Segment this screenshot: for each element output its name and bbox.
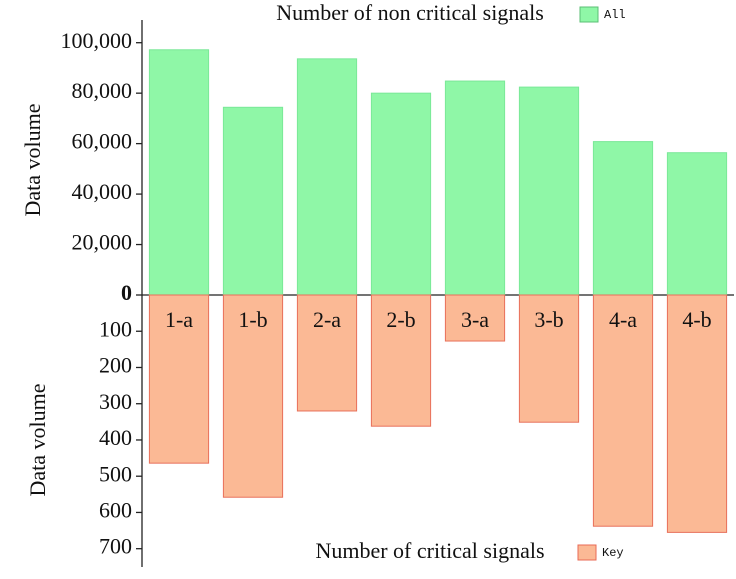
y-axis-title: Data volume bbox=[25, 383, 50, 496]
y-tick-label: 80,000 bbox=[72, 78, 133, 103]
bar bbox=[666, 152, 728, 296]
legend-label: Key bbox=[602, 546, 624, 560]
y-tick-label: 100,000 bbox=[61, 28, 133, 53]
x-tick-label: 3-b bbox=[534, 307, 563, 332]
y-tick-label: 300 bbox=[99, 389, 132, 414]
bar bbox=[222, 294, 284, 498]
bar bbox=[296, 58, 358, 296]
chart-title: Number of critical signals bbox=[315, 538, 544, 563]
bar bbox=[370, 92, 432, 296]
y-tick-label: 20,000 bbox=[72, 230, 133, 255]
y-axis-title: Data volume bbox=[20, 103, 45, 216]
y-tick-label: 60,000 bbox=[72, 129, 133, 154]
y-tick-label: 0 bbox=[121, 280, 132, 305]
x-tick-label: 2-a bbox=[313, 307, 341, 332]
bar bbox=[296, 294, 358, 412]
x-tick-label: 1-a bbox=[165, 307, 193, 332]
y-tick-label: 400 bbox=[99, 425, 132, 450]
y-tick-label: 700 bbox=[99, 534, 132, 559]
x-tick-label: 4-a bbox=[609, 307, 637, 332]
bar bbox=[592, 141, 654, 296]
legend-swatch bbox=[579, 6, 599, 23]
bar bbox=[222, 106, 284, 296]
chart-title: Number of non critical signals bbox=[276, 0, 544, 25]
legend-swatch bbox=[577, 544, 597, 561]
y-tick-label: 40,000 bbox=[72, 179, 133, 204]
y-tick-label: 500 bbox=[99, 461, 132, 486]
bar bbox=[592, 294, 654, 527]
bar bbox=[444, 294, 506, 342]
x-tick-label: 3-a bbox=[461, 307, 489, 332]
y-tick-label: 100 bbox=[99, 316, 132, 341]
x-tick-label: 4-b bbox=[682, 307, 711, 332]
x-tick-label: 1-b bbox=[238, 307, 267, 332]
bar bbox=[444, 80, 506, 296]
legend-label: All bbox=[604, 8, 626, 22]
y-tick-label: 600 bbox=[99, 497, 132, 522]
bar bbox=[666, 294, 728, 533]
bar bbox=[148, 49, 210, 296]
bar bbox=[518, 294, 580, 423]
bar bbox=[370, 294, 432, 427]
x-tick-label: 2-b bbox=[386, 307, 415, 332]
bar bbox=[148, 294, 210, 464]
bar bbox=[518, 86, 580, 296]
y-tick-label: 200 bbox=[99, 353, 132, 378]
